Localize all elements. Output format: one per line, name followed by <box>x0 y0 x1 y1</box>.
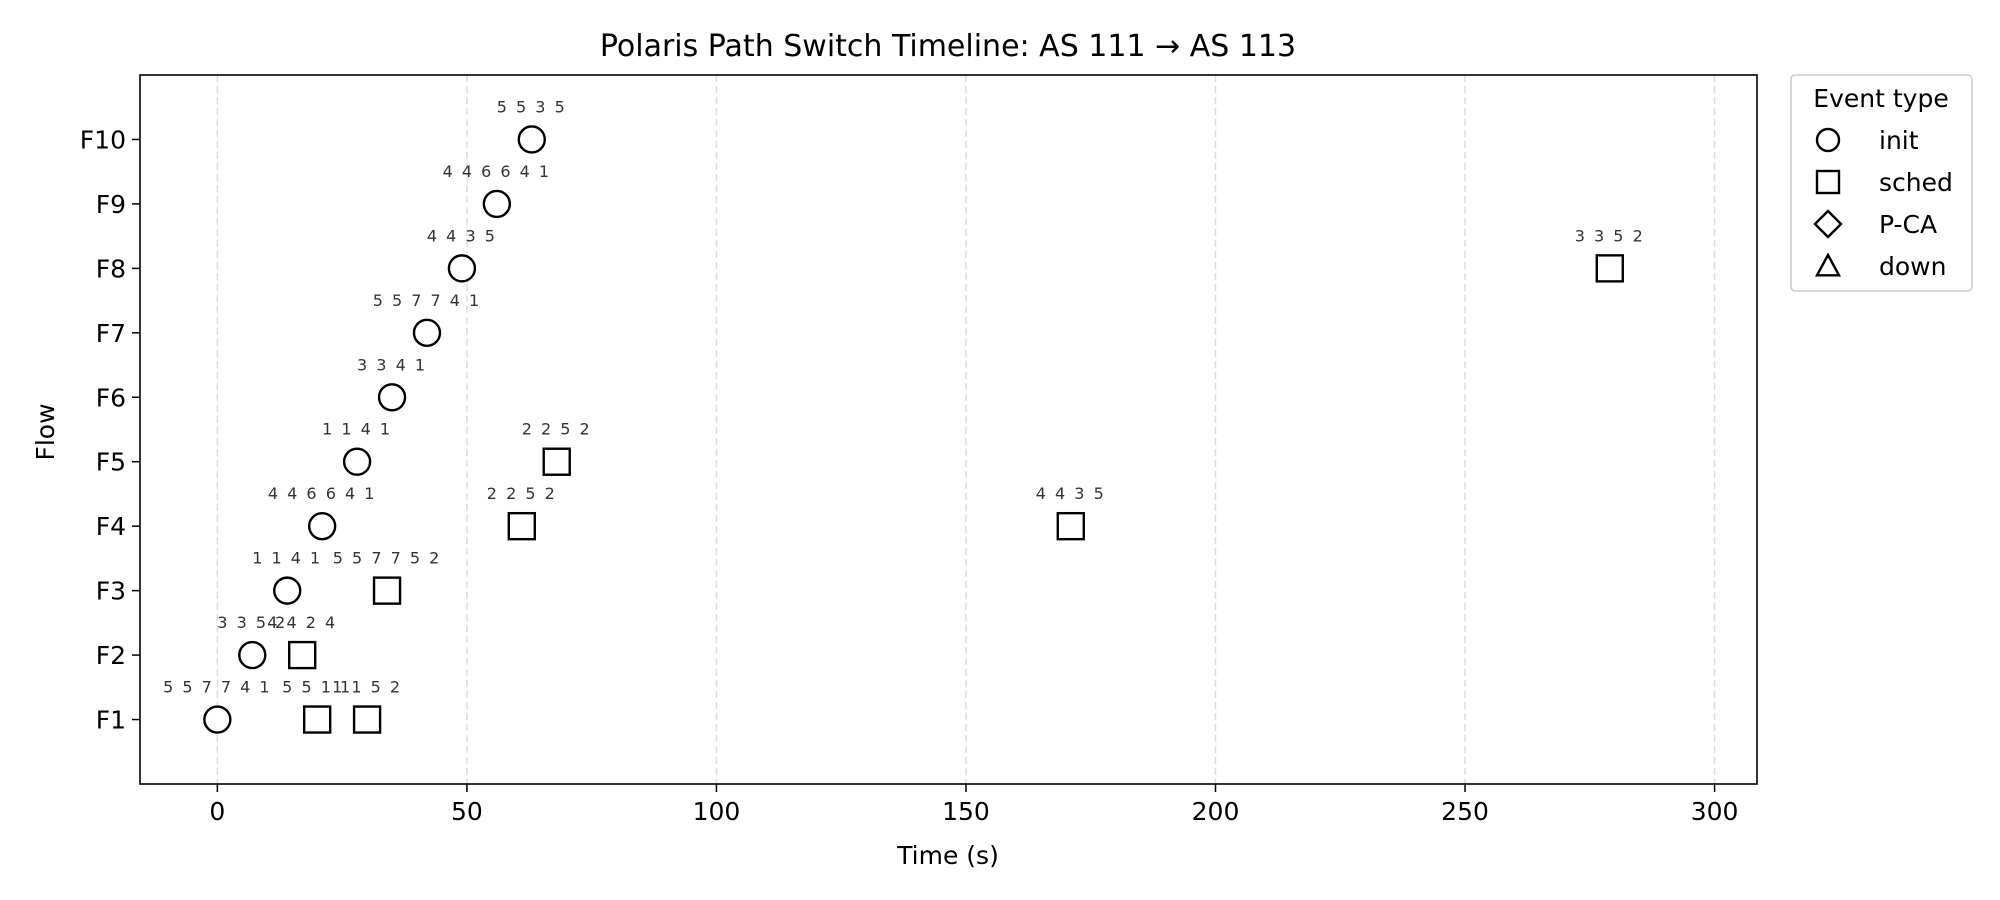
event-label: 2 2 5 2 <box>522 420 592 439</box>
y-axis-label: Flow <box>31 403 60 460</box>
event-label: 4 4 3 5 <box>427 226 497 245</box>
grid <box>216 75 1716 784</box>
legend-label: sched <box>1879 168 1953 197</box>
y-axis: F1 F2 F3 F4 F5 F6 F7 F8 F9 F10 <box>80 125 140 735</box>
init-marker <box>273 576 302 605</box>
init-marker <box>377 383 407 412</box>
sched-marker <box>1595 254 1624 283</box>
legend-marker-down <box>1814 252 1842 277</box>
sched-marker <box>1056 511 1085 541</box>
init-marker <box>238 640 267 670</box>
event-label: 5 5 7 7 5 2 <box>333 549 442 568</box>
event-markers <box>203 125 1624 734</box>
x-axis: 0 50 100 150 200 250 300 <box>209 784 1738 826</box>
sched-marker <box>372 576 402 605</box>
legend-label: P-CA <box>1879 210 1937 239</box>
legend-marker-sched <box>1815 169 1841 195</box>
legend-label: init <box>1879 126 1919 155</box>
x-tick-label: 250 <box>1441 797 1489 826</box>
legend-marker-p-ca <box>1813 209 1843 239</box>
x-tick-label: 300 <box>1691 797 1739 826</box>
event-label: 4 4 6 6 4 1 <box>443 162 552 181</box>
init-marker <box>342 447 372 476</box>
init-marker <box>203 705 232 734</box>
x-tick-label: 100 <box>693 797 741 826</box>
init-marker <box>307 511 337 541</box>
y-tick-label: F8 <box>96 254 126 283</box>
y-tick-label: F3 <box>96 577 126 606</box>
y-tick-label: F5 <box>96 448 126 477</box>
sched-marker <box>287 640 317 670</box>
event-label: 1 1 4 1 <box>252 549 322 568</box>
legend-box <box>1790 74 1973 292</box>
event-label: 4 4 6 6 4 1 <box>268 484 377 503</box>
y-tick-label: F10 <box>80 125 126 154</box>
legend-title: Event type <box>1813 84 1948 113</box>
event-label: 5 5 7 7 4 1 <box>163 678 272 697</box>
init-marker <box>447 254 477 283</box>
y-tick-label: F4 <box>96 512 126 541</box>
event-label: 5 5 3 5 <box>497 97 567 116</box>
event-label: 1 1 4 1 <box>322 420 392 439</box>
x-tick-label: 200 <box>1192 797 1240 826</box>
event-label: 4 4 2 4 <box>267 613 337 632</box>
x-tick-label: 0 <box>209 797 225 826</box>
y-tick-label: F6 <box>96 383 126 412</box>
event-label: 3 3 4 1 <box>357 355 427 374</box>
x-tick-label: 50 <box>451 797 483 826</box>
event-label: 5 5 1 1 <box>282 678 352 697</box>
init-marker <box>517 125 546 154</box>
plot-area <box>139 74 1758 785</box>
init-marker <box>482 189 512 219</box>
sched-marker <box>507 511 536 541</box>
event-label: 1 1 5 2 <box>332 678 402 697</box>
sched-marker <box>302 705 332 734</box>
legend: Event type init sched P-CA down <box>1790 74 1973 292</box>
event-label: 2 2 5 2 <box>487 484 557 503</box>
x-axis-label: Time (s) <box>896 841 999 870</box>
x-tick-label: 150 <box>942 797 990 826</box>
event-label: 5 5 7 7 4 1 <box>373 291 482 310</box>
event-label: 3 3 5 2 <box>217 613 287 632</box>
legend-label: down <box>1879 252 1946 281</box>
event-label: 3 3 5 2 <box>1575 226 1645 245</box>
y-tick-label: F2 <box>96 641 126 670</box>
event-label: 4 4 3 5 <box>1036 484 1106 503</box>
sched-marker <box>352 705 382 734</box>
y-tick-label: F9 <box>96 190 126 219</box>
y-tick-label: F7 <box>96 319 126 348</box>
y-tick-label: F1 <box>96 706 126 735</box>
legend-marker-init <box>1815 127 1841 153</box>
sched-marker <box>542 447 571 476</box>
chart-title: Polaris Path Switch Timeline: AS 111 → A… <box>600 29 1296 64</box>
init-marker <box>412 318 442 348</box>
